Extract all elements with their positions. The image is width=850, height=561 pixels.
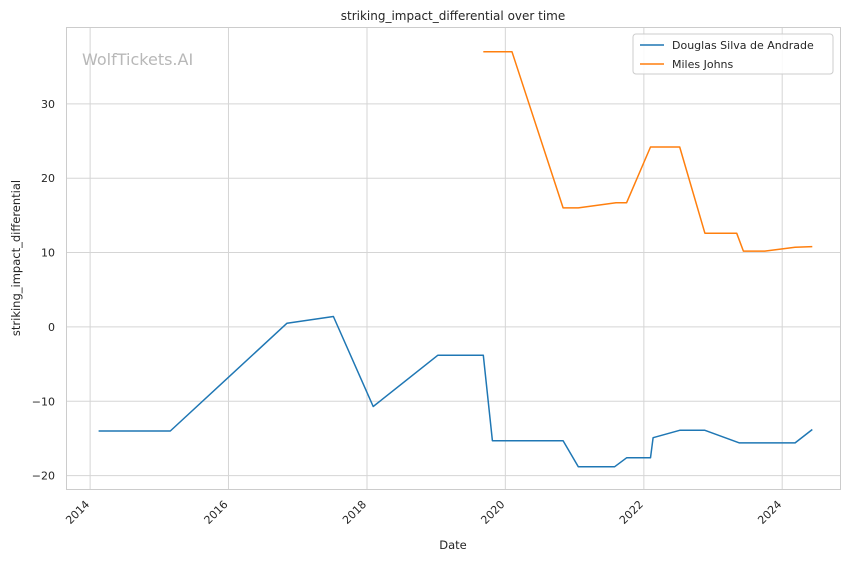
legend: Douglas Silva de Andrade Miles Johns: [632, 33, 834, 75]
tick-labels: 2014 2016 2018 2020 2022 2024 −20 −10 0 10 20 30: [32, 98, 785, 527]
y-tick-label-20: 20: [41, 172, 55, 185]
x-tick-label-2018: 2018: [340, 498, 369, 527]
legend-box: [632, 33, 834, 75]
y-axis-title: striking_impact_differential: [9, 180, 23, 336]
y-tick-label-0: 0: [48, 321, 55, 334]
legend-label-douglas-silva-de-andrade: Douglas Silva de Andrade: [672, 39, 814, 52]
watermark: WolfTickets.AI: [82, 50, 193, 69]
grid: [67, 28, 840, 489]
series-line-douglas-silva-de-andrade: [98, 315, 813, 468]
y-tick-label-10: 10: [41, 247, 55, 260]
x-tick-label-2022: 2022: [617, 498, 646, 527]
y-tick-label-30: 30: [41, 98, 55, 111]
x-tick-label-2016: 2016: [202, 498, 231, 527]
y-tick-label-neg20: −20: [32, 470, 55, 483]
x-axis-title: Date: [439, 538, 467, 552]
x-tick-label-2020: 2020: [478, 498, 507, 527]
chart-title: striking_impact_differential over time: [341, 9, 566, 23]
y-tick-label-neg10: −10: [32, 395, 55, 408]
series-line-miles-johns: [483, 51, 813, 252]
plot-frame: [66, 27, 841, 490]
x-tick-label-2024: 2024: [755, 498, 784, 527]
x-tick-label-2014: 2014: [63, 498, 92, 527]
series-layer: [98, 51, 813, 468]
legend-label-miles-johns: Miles Johns: [672, 58, 734, 71]
